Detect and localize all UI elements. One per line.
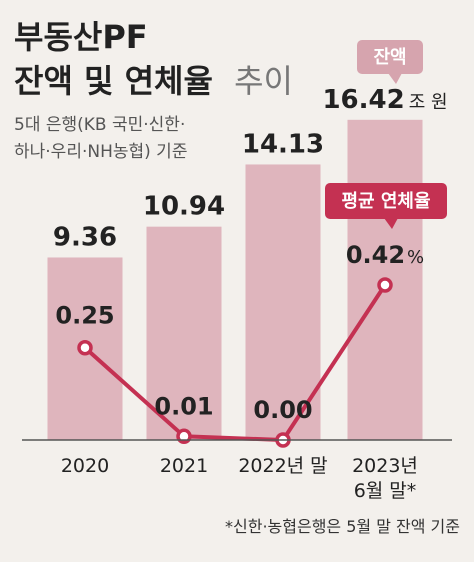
x-tick-label-3-1: 6월 말* xyxy=(354,480,417,502)
footnote: *신한·농협은행은 5월 말 잔액 기준 xyxy=(225,517,460,536)
balance-label-0: 9.36 xyxy=(53,222,117,252)
chart-title-line2-main: 잔액 및 연체율 xyxy=(14,62,213,100)
chart-title-line2: 잔액 및 연체율 추이 xyxy=(14,62,293,100)
x-tick-label-3-0: 2023년 xyxy=(352,455,418,477)
svg-text:평균 연체율: 평균 연체율 xyxy=(341,191,430,212)
x-tick-label-1: 2021 xyxy=(160,455,208,477)
balance-label-1: 10.94 xyxy=(143,192,225,222)
balance-bar-2 xyxy=(245,164,321,440)
balance-bars xyxy=(47,119,423,440)
rate-label-2: 0.00 xyxy=(253,396,312,424)
x-tick-label-2: 2022년 말 xyxy=(238,455,327,477)
chart-header: 부동산PF 잔액 및 연체율 추이 5대 은행(KB 국민·신한· 하나·우리·… xyxy=(14,18,293,162)
rate-label-3: 0.42% xyxy=(346,241,424,269)
value-labels: 9.36 10.94 14.13 16.42 조 원 0.25 0.01 0.00 0.42% xyxy=(53,85,448,424)
balance-label-2: 14.13 xyxy=(242,129,324,159)
chart-title-line1: 부동산PF xyxy=(14,18,148,56)
chart-subtitle-line2: 하나·우리·NH농협) 기준 xyxy=(14,142,187,162)
rate-label-1: 0.01 xyxy=(154,392,213,420)
rate-line-path xyxy=(83,283,387,442)
x-tick-label-0: 2020 xyxy=(61,455,109,477)
balance-label-3: 16.42 조 원 xyxy=(322,85,447,115)
x-axis-ticks: 2020 2021 2022년 말 2023년 6월 말* xyxy=(61,455,418,502)
rate-point-0 xyxy=(77,339,93,356)
chart-title-line2-light: 추이 xyxy=(234,62,293,100)
rate-point-3 xyxy=(377,277,393,293)
balance-bar-1 xyxy=(146,226,222,440)
chart-subtitle-line1: 5대 은행(KB 국민·신한· xyxy=(14,115,185,135)
balance-legend-bubble: 잔액 xyxy=(357,40,423,84)
rate-line xyxy=(77,277,393,448)
svg-text:잔액: 잔액 xyxy=(373,47,406,68)
rate-label-0: 0.25 xyxy=(55,302,114,330)
rate-legend-bubble: 평균 연체율 xyxy=(325,183,447,229)
